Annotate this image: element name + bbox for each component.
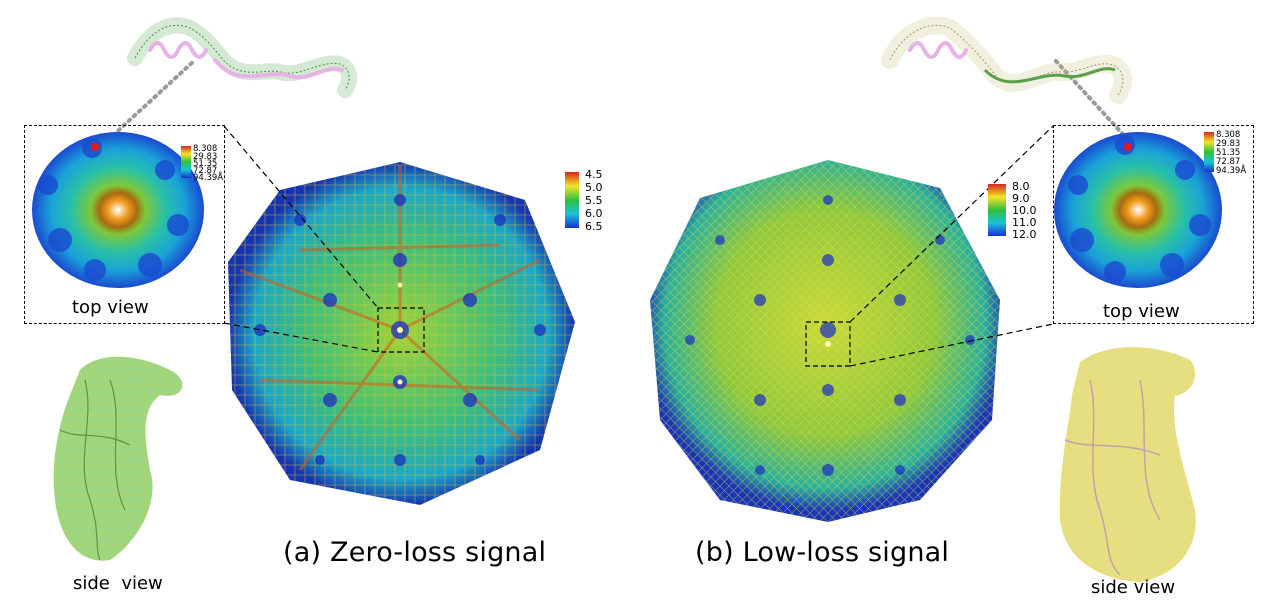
scale-a-4: 6.5: [585, 220, 603, 233]
top-view-label-b: top view: [1103, 301, 1180, 322]
caption-b: (b) Low-loss signal: [695, 537, 950, 568]
dotted-link-a: [106, 58, 197, 142]
caption-a: (a) Zero-loss signal: [283, 537, 547, 568]
capsid-a: [228, 162, 575, 505]
resolution-colorbar-b: 8.0 9.0 10.0 11.0 12.0: [988, 180, 1048, 244]
scale-a-2: 5.5: [585, 194, 603, 207]
inset-frame-b: [1053, 125, 1254, 324]
inset-scale-a-4: 94.39Å: [193, 173, 224, 183]
scale-a-0: 4.5: [585, 168, 603, 181]
inset-scale-b-4: 94.39Å: [1216, 166, 1247, 176]
helix-mesh-b: [881, 16, 1132, 104]
scale-a-1: 5.0: [585, 181, 603, 194]
inset-scale-a-0: 8.308: [193, 144, 218, 154]
scale-b-3: 11.0: [1012, 216, 1037, 229]
zoom-connector-b: [849, 125, 1054, 367]
inset-scale-a-3: 72.87: [193, 166, 218, 176]
top-view-density-a: [32, 132, 204, 288]
inset-scale-b-1: 29.83: [1216, 139, 1241, 149]
inset-colorbar-b: 8.308 29.83 51.35 72.87 94.39Å: [1204, 130, 1264, 176]
inset-scale-b-2: 51.35: [1216, 148, 1241, 158]
zoom-connector-a: [223, 125, 379, 353]
side-view-density-a: [53, 356, 183, 561]
top-view-density-b: [1054, 132, 1222, 288]
resolution-colorbar-a: 4.5 5.0 5.5 6.0 6.5: [565, 168, 625, 233]
inset-scale-b-3: 72.87: [1216, 157, 1241, 167]
dotted-link-b: [1053, 58, 1130, 142]
inset-scale-a-1: 29.83: [193, 152, 218, 162]
scale-b-4: 12.0: [1012, 228, 1037, 241]
side-view-label-a: side view: [73, 573, 163, 594]
capsid-b: [650, 160, 1000, 522]
helix-mesh-a: [127, 17, 358, 98]
scale-b-1: 9.0: [1012, 192, 1030, 205]
side-view-density-b: [1059, 347, 1196, 582]
side-view-label-b: side view: [1091, 577, 1176, 598]
inset-scale-a-2: 51.35: [193, 159, 218, 169]
inset-colorbar-a: 8.308 29.83 51.35 72.87 94.39Å: [181, 144, 241, 182]
inset-scale-b-0: 8.308: [1216, 130, 1241, 140]
top-view-label-a: top view: [72, 297, 149, 318]
inset-frame-a: [24, 125, 225, 324]
scale-b-0: 8.0: [1012, 180, 1030, 193]
scale-b-2: 10.0: [1012, 204, 1037, 217]
scale-a-3: 6.0: [585, 207, 603, 220]
